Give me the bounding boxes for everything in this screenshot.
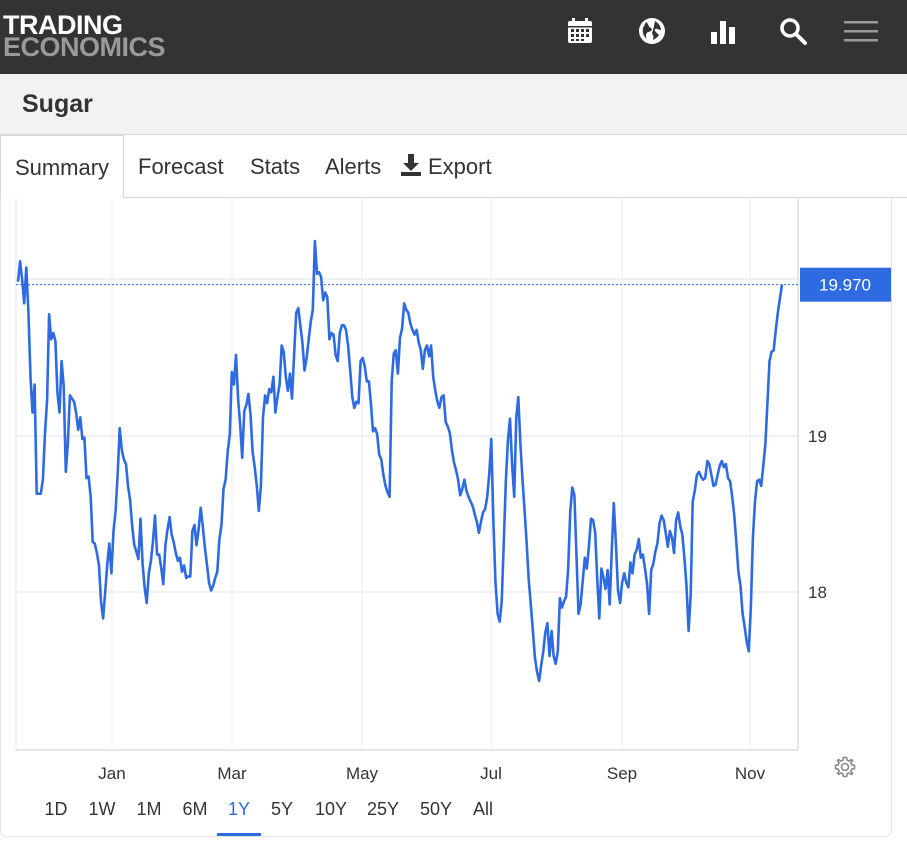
x-tick-label: Jul <box>480 764 502 783</box>
range-50y[interactable]: 50Y <box>412 796 460 836</box>
range-1m[interactable]: 1M <box>126 796 172 836</box>
range-1w[interactable]: 1W <box>79 796 125 836</box>
tab-forecast[interactable]: Forecast <box>138 135 224 198</box>
range-label: 6M <box>182 799 208 819</box>
calendar-icon[interactable] <box>565 16 595 46</box>
search-icon[interactable] <box>778 16 808 46</box>
bar-chart-icon[interactable] <box>708 16 738 46</box>
tab-forecast-label: Forecast <box>138 154 224 179</box>
x-tick-label: Nov <box>735 764 766 783</box>
y-tick-label: 18 <box>808 583 827 602</box>
tab-summary-label: Summary <box>14 155 110 180</box>
range-all[interactable]: All <box>466 796 500 836</box>
tab-summary[interactable]: Summary <box>0 135 124 199</box>
last-price-badge <box>800 267 891 302</box>
menu-icon[interactable] <box>843 16 879 46</box>
last-price-label: 19.970 <box>819 276 871 295</box>
range-10y[interactable]: 10Y <box>307 796 355 836</box>
tab-export[interactable]: Export <box>400 135 492 198</box>
logo-line2: ECONOMICS <box>3 32 166 62</box>
range-label: 5Y <box>270 799 294 819</box>
y-tick-label: 19 <box>808 427 827 446</box>
range-label: 1D <box>44 799 68 819</box>
range-6m[interactable]: 6M <box>172 796 218 836</box>
tab-stats[interactable]: Stats <box>250 135 300 198</box>
tab-bar: Summary Forecast Stats Alerts Export <box>0 135 907 199</box>
range-1y[interactable]: 1Y <box>217 796 261 836</box>
price-series-line <box>16 239 784 683</box>
range-label: 1Y <box>227 799 251 819</box>
range-5y[interactable]: 5Y <box>260 796 304 836</box>
page-title: Sugar <box>22 90 93 118</box>
x-tick-label: Mar <box>217 764 247 783</box>
range-label: All <box>472 799 493 819</box>
logo-line1: TRADING <box>3 10 123 40</box>
gear-icon[interactable] <box>833 755 857 779</box>
tab-stats-label: Stats <box>250 154 301 179</box>
tab-alerts[interactable]: Alerts <box>325 135 381 198</box>
title-bar: Sugar <box>0 74 907 135</box>
range-label: 10Y <box>314 799 348 819</box>
range-label: 1M <box>136 799 162 819</box>
tab-export-label: Export <box>428 154 492 179</box>
x-tick-label: Jan <box>98 764 125 783</box>
download-icon <box>401 154 421 177</box>
x-tick-label: Sep <box>607 764 637 783</box>
top-bar: TRADING ECONOMICS <box>0 0 907 74</box>
range-25y[interactable]: 25Y <box>359 796 407 836</box>
tab-alerts-label: Alerts <box>325 154 382 179</box>
range-label: 1W <box>88 799 116 819</box>
range-1d[interactable]: 1D <box>30 796 82 836</box>
range-label: 25Y <box>366 799 400 819</box>
logo[interactable]: TRADING ECONOMICS <box>3 10 166 62</box>
chart-panel <box>0 198 892 837</box>
globe-icon[interactable] <box>637 16 667 46</box>
range-label: 50Y <box>419 799 453 819</box>
x-tick-label: May <box>346 764 379 783</box>
